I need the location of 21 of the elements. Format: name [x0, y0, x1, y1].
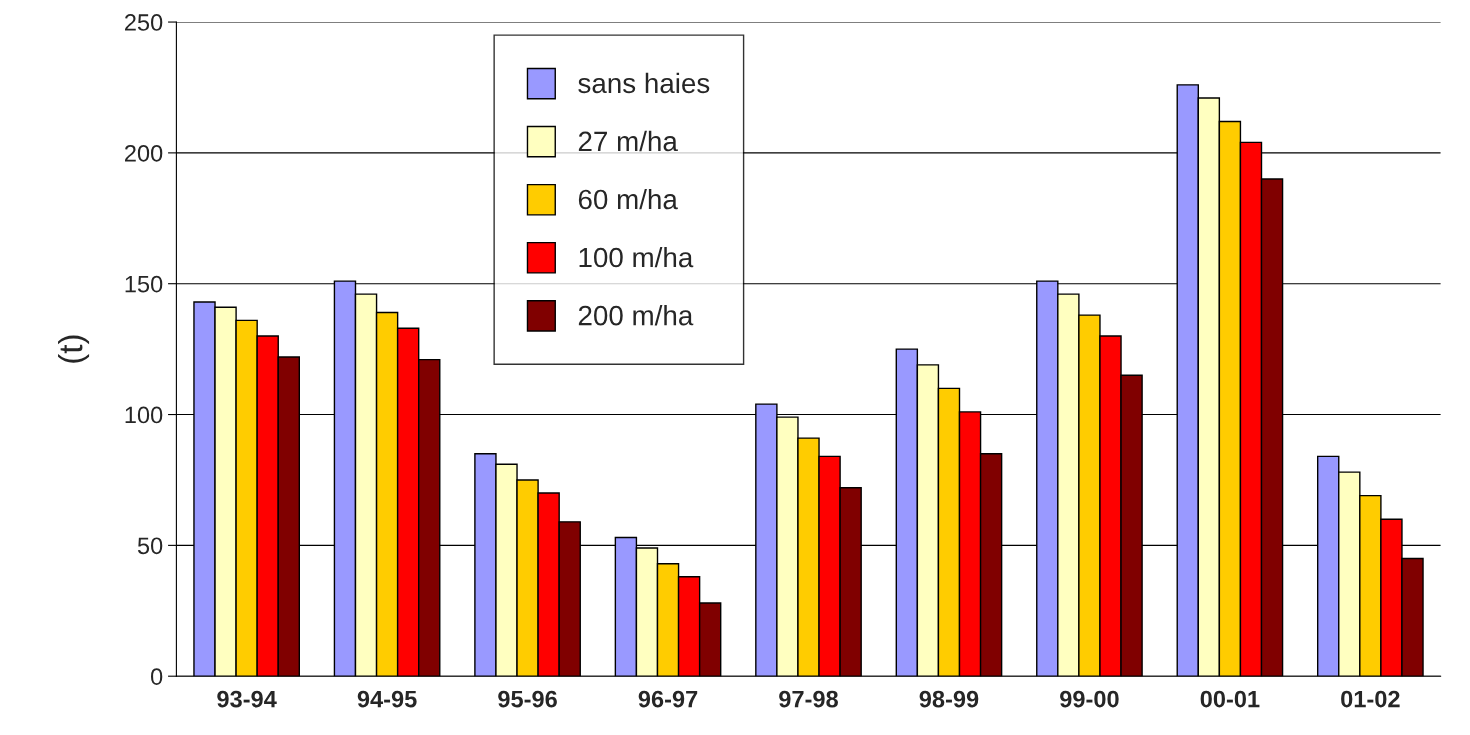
y-tick-label: 150: [125, 275, 163, 293]
legend-label: 200 m/ha: [578, 305, 694, 326]
x-tick-label: 97-98: [779, 690, 838, 708]
x-tick-label: 00-01: [1200, 690, 1260, 708]
y-tick-label: 250: [125, 14, 163, 31]
x-tick-label: 99-00: [1060, 690, 1119, 708]
x-tick-label: 98-99: [919, 690, 979, 708]
legend-label: sans haies: [578, 72, 710, 94]
y-axis-title: (t): [58, 335, 90, 363]
x-tick-label: 96-97: [638, 690, 698, 708]
y-tick-label: 200: [125, 144, 163, 162]
legend-label: 100 m/ha: [579, 246, 694, 268]
x-tick-label: 93-94: [217, 690, 277, 708]
x-tick-label: 95-96: [498, 690, 557, 708]
y-tick-label: 50: [137, 537, 163, 555]
y-tick-label: 100: [125, 406, 163, 424]
y-tick-label: 0: [151, 668, 163, 685]
legend-label: 60 m/ha: [578, 188, 678, 210]
x-tick-label: 94-95: [357, 690, 417, 708]
x-tick-label: 01-02: [1341, 690, 1400, 708]
legend-label: 27 m/ha: [578, 130, 678, 152]
